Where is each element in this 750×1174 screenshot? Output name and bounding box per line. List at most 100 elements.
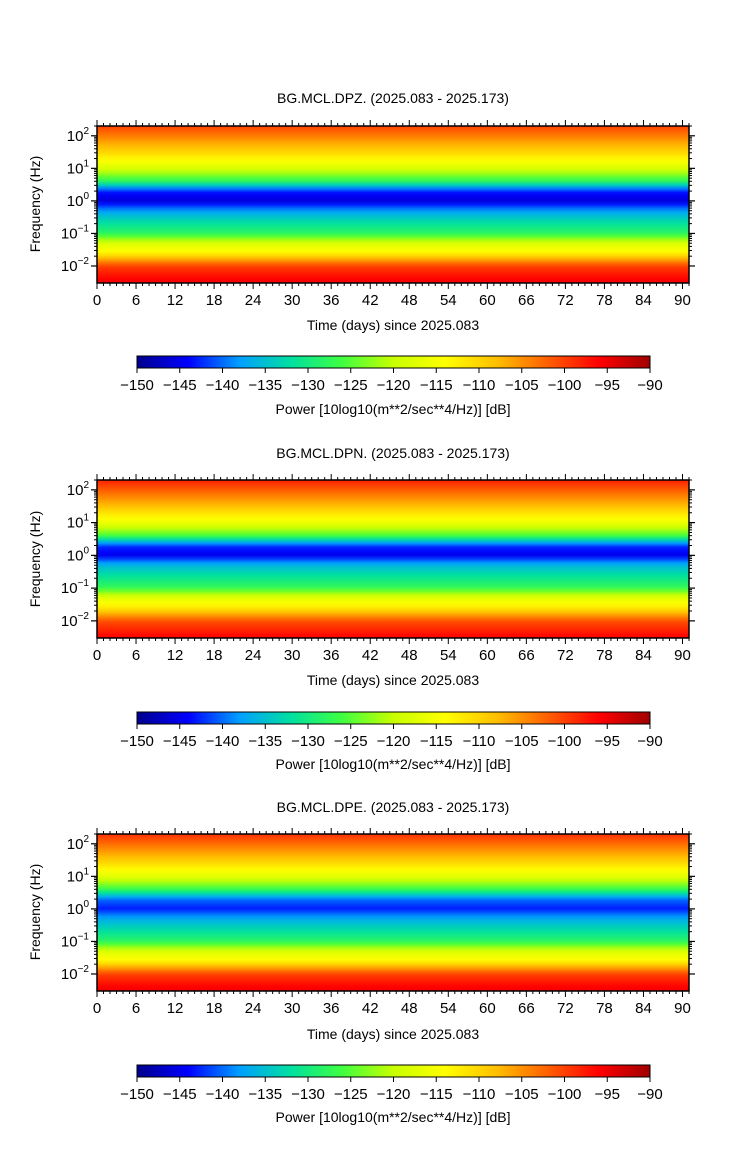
x-tick-label: 0 xyxy=(93,1000,101,1017)
colorbar-tick-label: −90 xyxy=(637,733,662,750)
colorbar-tick-label: −150 xyxy=(120,1086,154,1103)
colorbar-tick-label: −100 xyxy=(548,733,582,750)
x-tick-label: 30 xyxy=(284,647,301,664)
colorbar xyxy=(136,355,651,369)
colorbar-tick-label: −120 xyxy=(377,1086,411,1103)
y-tick-label: 100 xyxy=(67,191,90,210)
x-tick-label: 42 xyxy=(362,647,379,664)
x-axis-ticks: 0 6 12 18 24 30 36 42 48 54 60 66 72 78 84 90 xyxy=(93,474,691,664)
x-tick-label: 84 xyxy=(635,1000,652,1017)
x-tick-label: 42 xyxy=(362,1000,379,1017)
colorbar-tick-label: −120 xyxy=(377,733,411,750)
x-tick-label: 24 xyxy=(245,1000,262,1017)
x-axis-label: Time (days) since 2025.083 xyxy=(307,672,479,688)
colorbar xyxy=(136,1064,651,1078)
colorbar-tick-label: −110 xyxy=(463,733,496,750)
x-tick-label: 12 xyxy=(167,647,184,664)
x-tick-label: 54 xyxy=(440,1000,457,1017)
spectrogram-heatmap xyxy=(97,480,689,638)
x-tick-label: 72 xyxy=(557,1000,574,1017)
colorbar xyxy=(136,711,651,725)
colorbar-tick-label: −150 xyxy=(120,377,154,394)
colorbar-tick-label: −130 xyxy=(291,733,325,750)
y-tick-label: 10−1 xyxy=(61,931,90,950)
x-tick-label: 24 xyxy=(245,292,262,309)
y-tick-label: 10−1 xyxy=(61,578,90,597)
x-tick-label: 78 xyxy=(596,292,613,309)
x-tick-label: 66 xyxy=(518,647,535,664)
x-tick-label: 60 xyxy=(479,292,496,309)
colorbar-label: Power [10log10(m**2/sec**4/Hz)] [dB] xyxy=(276,1109,511,1125)
x-tick-label: 6 xyxy=(132,647,140,664)
colorbar-tick-label: −145 xyxy=(163,1086,197,1103)
y-axis-label: Frequency (Hz) xyxy=(27,511,43,607)
x-tick-label: 90 xyxy=(674,647,691,664)
colorbar-tick-label: −130 xyxy=(291,1086,325,1103)
colorbar-tick-label: −145 xyxy=(163,377,197,394)
colorbar-tick-label: −130 xyxy=(291,377,325,394)
x-tick-label: 84 xyxy=(635,647,652,664)
colorbar-tick-label: −140 xyxy=(206,1086,240,1103)
spectrogram-fill xyxy=(97,480,689,638)
colorbar-tick-label: −95 xyxy=(595,377,620,394)
x-axis-label: Time (days) since 2025.083 xyxy=(307,1026,479,1042)
colorbar-tick-label: −110 xyxy=(463,1086,496,1103)
colorbar-tick-label: −115 xyxy=(420,733,453,750)
x-tick-label: 60 xyxy=(479,647,496,664)
colorbar-tick-label: −105 xyxy=(505,1086,539,1103)
chart-title: BG.MCL.DPN. (2025.083 - 2025.173) xyxy=(276,445,509,461)
y-tick-label: 102 xyxy=(67,126,90,145)
x-tick-label: 18 xyxy=(206,647,223,664)
colorbar-tick-label: −100 xyxy=(548,377,582,394)
y-tick-label: 100 xyxy=(67,545,90,564)
x-tick-label: 12 xyxy=(167,292,184,309)
x-axis-ticks: 0 6 12 18 24 30 36 42 48 54 60 66 72 78 84 90 xyxy=(93,828,691,1017)
y-tick-label: 10−2 xyxy=(61,256,90,275)
x-tick-label: 42 xyxy=(362,292,379,309)
y-tick-label: 102 xyxy=(67,480,90,499)
colorbar-tick-label: −90 xyxy=(637,377,662,394)
x-tick-label: 12 xyxy=(167,1000,184,1017)
y-tick-label: 101 xyxy=(67,158,90,177)
colorbar-tick-label: −135 xyxy=(248,377,282,394)
colorbar-ticks: −150 −145 −140 −135 −130 −125 −120 −115 −110 −105… xyxy=(120,1077,663,1103)
spectrogram-heatmap xyxy=(97,126,689,283)
x-tick-label: 24 xyxy=(245,647,262,664)
colorbar-label: Power [10log10(m**2/sec**4/Hz)] [dB] xyxy=(276,756,511,772)
x-tick-label: 72 xyxy=(557,292,574,309)
colorbar-tick-label: −140 xyxy=(206,733,240,750)
colorbar-tick-label: −110 xyxy=(463,377,496,394)
spectrogram-panel-dpn: BG.MCL.DPN. (2025.083 - 2025.173) 10−2 10… xyxy=(27,445,695,772)
spectrogram-panel-dpe: BG.MCL.DPE. (2025.083 - 2025.173) 10−210… xyxy=(27,799,695,1125)
colorbar-tick-label: −145 xyxy=(163,733,197,750)
colorbar-tick-label: −140 xyxy=(206,377,240,394)
colorbar-ticks: −150 −145 −140 −135 −130 −125 −120 −115 −110 −105… xyxy=(120,368,663,394)
plot-frame xyxy=(96,125,690,284)
y-tick-label: 100 xyxy=(67,899,90,918)
x-tick-label: 48 xyxy=(401,647,418,664)
x-tick-label: 0 xyxy=(93,292,101,309)
x-tick-label: 90 xyxy=(674,292,691,309)
x-tick-label: 18 xyxy=(206,292,223,309)
spectrogram-heatmap xyxy=(97,834,689,991)
colorbar-tick-label: −120 xyxy=(377,377,411,394)
x-tick-label: 72 xyxy=(557,647,574,664)
x-tick-label: 48 xyxy=(401,1000,418,1017)
y-tick-label: 102 xyxy=(67,834,90,853)
colorbar-tick-label: −95 xyxy=(595,1086,620,1103)
y-axis-label: Frequency (Hz) xyxy=(27,864,43,960)
y-tick-label: 101 xyxy=(67,866,90,885)
colorbar-tick-label: −125 xyxy=(334,1086,368,1103)
plot-frame xyxy=(96,833,690,992)
chart-title: BG.MCL.DPZ. (2025.083 - 2025.173) xyxy=(277,90,509,106)
spectrogram-fill xyxy=(97,126,689,283)
x-tick-label: 60 xyxy=(479,1000,496,1017)
x-tick-label: 18 xyxy=(206,1000,223,1017)
y-tick-label: 10−2 xyxy=(61,964,90,983)
x-tick-label: 0 xyxy=(93,647,101,664)
x-tick-label: 54 xyxy=(440,647,457,664)
x-axis-label: Time (days) since 2025.083 xyxy=(307,317,479,333)
y-tick-label: 10−2 xyxy=(61,611,90,630)
x-tick-label: 78 xyxy=(596,647,613,664)
spectrogram-panel-dpz: BG.MCL.DPZ. (2025.083 - 2025.173) 10−2 10… xyxy=(27,90,695,417)
